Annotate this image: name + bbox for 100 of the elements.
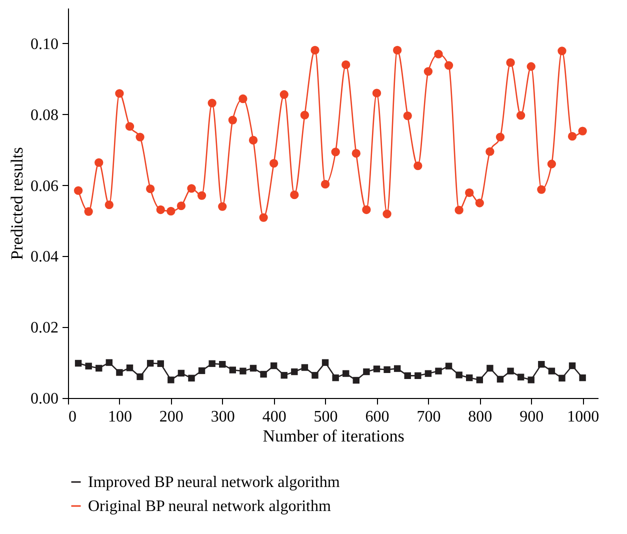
x-tick-label: 100 xyxy=(108,408,132,426)
point xyxy=(126,364,134,372)
point xyxy=(74,186,83,195)
point xyxy=(342,60,350,70)
point xyxy=(568,132,577,141)
point xyxy=(168,376,174,384)
point xyxy=(506,58,515,67)
point xyxy=(466,374,473,382)
x-tick-label: 300 xyxy=(210,408,235,426)
point xyxy=(106,359,113,366)
point xyxy=(116,369,123,376)
point xyxy=(384,366,390,373)
point xyxy=(208,360,216,367)
point xyxy=(96,364,102,372)
point xyxy=(456,372,462,378)
point xyxy=(238,94,248,104)
point xyxy=(331,148,340,156)
point xyxy=(373,366,380,372)
point xyxy=(486,147,494,156)
legend-label: Original BP neural network algorithm xyxy=(88,498,332,515)
point xyxy=(291,368,298,376)
point xyxy=(528,376,534,384)
point xyxy=(146,360,154,367)
point xyxy=(568,362,576,370)
point xyxy=(94,158,104,167)
x-axis-title: Number of iterations xyxy=(262,426,404,446)
point xyxy=(136,373,144,380)
point xyxy=(280,90,288,99)
point xyxy=(424,370,432,377)
point xyxy=(486,364,494,372)
point xyxy=(219,360,226,368)
point xyxy=(229,366,236,374)
point xyxy=(166,206,176,216)
point xyxy=(579,374,586,382)
point xyxy=(507,368,514,374)
point xyxy=(403,111,412,120)
point xyxy=(496,376,504,383)
point xyxy=(156,205,165,214)
y-tick-label: 0.00 xyxy=(30,390,58,408)
point xyxy=(208,98,216,108)
x-tick-label: 600 xyxy=(365,408,390,426)
point xyxy=(496,132,505,142)
point xyxy=(352,376,360,384)
y-tick-label: 0.10 xyxy=(30,36,58,53)
point xyxy=(178,370,185,377)
point xyxy=(84,207,93,216)
point xyxy=(259,213,268,222)
point xyxy=(454,206,464,214)
point xyxy=(444,61,454,70)
point xyxy=(475,198,484,208)
point xyxy=(322,359,329,366)
point xyxy=(85,362,92,370)
point xyxy=(578,126,587,136)
point xyxy=(146,184,155,194)
point xyxy=(362,205,371,214)
x-tick-label: 0 xyxy=(68,408,76,426)
x-tick-label: 200 xyxy=(159,408,184,426)
point xyxy=(187,184,196,193)
point xyxy=(260,370,267,378)
point xyxy=(516,111,526,120)
point xyxy=(280,372,288,379)
point xyxy=(197,191,206,200)
point xyxy=(104,200,114,210)
x-tick-label: 800 xyxy=(468,408,492,426)
point xyxy=(465,188,474,198)
point xyxy=(310,46,320,55)
point xyxy=(198,367,206,374)
y-axis-title: Predicted results xyxy=(8,147,26,260)
point xyxy=(414,161,422,170)
point xyxy=(404,372,411,380)
point xyxy=(558,374,566,382)
point xyxy=(312,372,318,379)
point xyxy=(290,190,299,200)
point xyxy=(517,374,524,380)
y-tick-label: 0.04 xyxy=(30,248,58,266)
point xyxy=(558,46,566,56)
point xyxy=(301,364,308,371)
x-tick-label: 900 xyxy=(520,408,544,426)
point xyxy=(394,365,401,372)
point xyxy=(372,88,382,98)
point xyxy=(136,132,144,142)
point xyxy=(270,362,278,370)
y-tick-label: 0.02 xyxy=(30,320,58,337)
point xyxy=(218,202,227,211)
point xyxy=(240,368,246,374)
point xyxy=(434,50,443,58)
point xyxy=(538,360,545,368)
point xyxy=(445,362,452,370)
point xyxy=(125,122,134,131)
point xyxy=(392,46,402,55)
point xyxy=(363,368,370,376)
point xyxy=(342,370,350,377)
point xyxy=(250,364,257,372)
y-tick-label: 0.08 xyxy=(30,106,58,124)
point xyxy=(476,376,484,384)
point xyxy=(382,210,392,218)
point xyxy=(537,185,546,194)
x-tick-label: 400 xyxy=(262,408,286,426)
point xyxy=(115,89,124,98)
point xyxy=(300,110,310,120)
